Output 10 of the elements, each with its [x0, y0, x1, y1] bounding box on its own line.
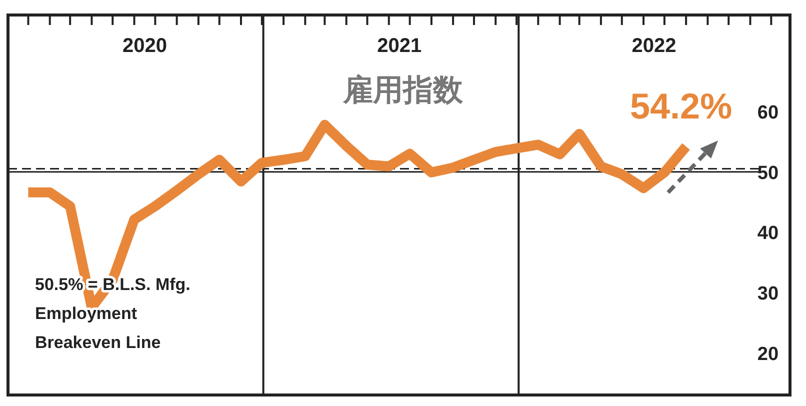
y-tick-label: 60	[757, 102, 779, 124]
x-tick-label: 2022	[632, 35, 676, 57]
text: 雇用指数	[342, 73, 464, 107]
y-tick-label: 40	[757, 223, 779, 244]
y-tick-label: 20	[757, 344, 779, 365]
annotation: 54.2%	[630, 85, 732, 126]
y-tick-label: 30	[757, 283, 779, 304]
y-tick-label: 50	[757, 162, 779, 184]
x-tick-label: 2020	[122, 35, 167, 57]
x-tick-label: 2021	[377, 35, 422, 57]
